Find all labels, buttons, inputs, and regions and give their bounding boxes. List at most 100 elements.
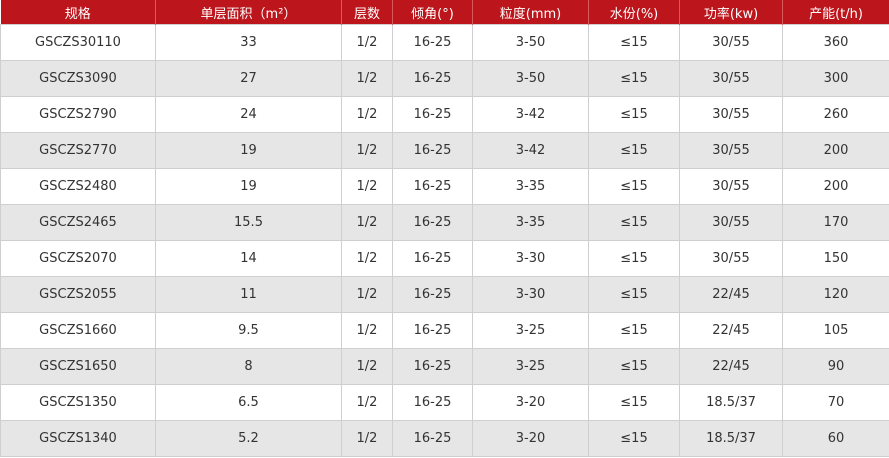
table-row: GSCZS1340 5.2 1/2 16-25 3-20 ≤15 18.5/37 60 <box>0 420 889 457</box>
cell-layers: 1/2 <box>341 96 393 133</box>
cell-layers: 1/2 <box>341 312 393 349</box>
cell-moisture: ≤15 <box>588 312 680 349</box>
cell-moisture: ≤15 <box>588 168 680 205</box>
table-row: GSCZS2055 11 1/2 16-25 3-30 ≤15 22/45 120 <box>0 276 889 313</box>
cell-capacity: 60 <box>782 420 889 457</box>
table-row: GSCZS30110 33 1/2 16-25 3-50 ≤15 30/55 360 <box>0 24 889 61</box>
cell-layers: 1/2 <box>341 384 393 421</box>
cell-model: GSCZS2070 <box>0 240 156 277</box>
table-row: GSCZS1650 8 1/2 16-25 3-25 ≤15 22/45 90 <box>0 348 889 385</box>
cell-angle: 16-25 <box>392 204 473 241</box>
cell-moisture: ≤15 <box>588 276 680 313</box>
cell-moisture: ≤15 <box>588 348 680 385</box>
cell-layers: 1/2 <box>341 276 393 313</box>
cell-size: 3-35 <box>472 204 589 241</box>
header-model: 规格 <box>0 0 156 25</box>
table-row: GSCZS3090 27 1/2 16-25 3-50 ≤15 30/55 300 <box>0 60 889 97</box>
cell-model: GSCZS1350 <box>0 384 156 421</box>
cell-moisture: ≤15 <box>588 132 680 169</box>
cell-size: 3-50 <box>472 24 589 61</box>
cell-angle: 16-25 <box>392 60 473 97</box>
cell-size: 3-20 <box>472 384 589 421</box>
cell-area: 5.2 <box>155 420 342 457</box>
cell-angle: 16-25 <box>392 132 473 169</box>
table-row: GSCZS1350 6.5 1/2 16-25 3-20 ≤15 18.5/37 70 <box>0 384 889 421</box>
cell-layers: 1/2 <box>341 132 393 169</box>
cell-area: 15.5 <box>155 204 342 241</box>
cell-power: 30/55 <box>679 24 783 61</box>
cell-moisture: ≤15 <box>588 240 680 277</box>
cell-size: 3-35 <box>472 168 589 205</box>
cell-moisture: ≤15 <box>588 384 680 421</box>
cell-capacity: 300 <box>782 60 889 97</box>
cell-layers: 1/2 <box>341 168 393 205</box>
cell-model: GSCZS2055 <box>0 276 156 313</box>
cell-power: 30/55 <box>679 60 783 97</box>
cell-size: 3-25 <box>472 312 589 349</box>
cell-power: 30/55 <box>679 168 783 205</box>
cell-power: 22/45 <box>679 312 783 349</box>
cell-area: 14 <box>155 240 342 277</box>
cell-capacity: 120 <box>782 276 889 313</box>
cell-model: GSCZS1650 <box>0 348 156 385</box>
header-layers: 层数 <box>341 0 393 25</box>
cell-power: 22/45 <box>679 276 783 313</box>
table-row: GSCZS1660 9.5 1/2 16-25 3-25 ≤15 22/45 105 <box>0 312 889 349</box>
cell-model: GSCZS2480 <box>0 168 156 205</box>
cell-area: 19 <box>155 132 342 169</box>
cell-area: 11 <box>155 276 342 313</box>
cell-layers: 1/2 <box>341 240 393 277</box>
cell-capacity: 200 <box>782 168 889 205</box>
header-row: 规格 单层面积（m²） 层数 倾角(°) 粒度(mm) 水份(%) 功率(kw) 产能(t/h… <box>0 0 889 25</box>
cell-capacity: 150 <box>782 240 889 277</box>
header-angle: 倾角(°) <box>392 0 473 25</box>
header-area: 单层面积（m²） <box>155 0 342 25</box>
cell-power: 30/55 <box>679 204 783 241</box>
cell-model: GSCZS2770 <box>0 132 156 169</box>
cell-angle: 16-25 <box>392 312 473 349</box>
cell-layers: 1/2 <box>341 60 393 97</box>
cell-model: GSCZS2790 <box>0 96 156 133</box>
cell-moisture: ≤15 <box>588 204 680 241</box>
cell-power: 18.5/37 <box>679 384 783 421</box>
cell-power: 30/55 <box>679 96 783 133</box>
cell-layers: 1/2 <box>341 420 393 457</box>
cell-area: 8 <box>155 348 342 385</box>
cell-area: 19 <box>155 168 342 205</box>
cell-capacity: 170 <box>782 204 889 241</box>
cell-capacity: 360 <box>782 24 889 61</box>
cell-size: 3-30 <box>472 276 589 313</box>
cell-moisture: ≤15 <box>588 24 680 61</box>
cell-power: 22/45 <box>679 348 783 385</box>
cell-power: 30/55 <box>679 132 783 169</box>
cell-capacity: 90 <box>782 348 889 385</box>
cell-area: 9.5 <box>155 312 342 349</box>
cell-moisture: ≤15 <box>588 420 680 457</box>
cell-moisture: ≤15 <box>588 60 680 97</box>
cell-size: 3-25 <box>472 348 589 385</box>
header-capacity: 产能(t/h) <box>782 0 889 25</box>
cell-angle: 16-25 <box>392 96 473 133</box>
cell-power: 30/55 <box>679 240 783 277</box>
cell-model: GSCZS1660 <box>0 312 156 349</box>
cell-model: GSCZS3090 <box>0 60 156 97</box>
cell-area: 27 <box>155 60 342 97</box>
cell-area: 6.5 <box>155 384 342 421</box>
cell-angle: 16-25 <box>392 384 473 421</box>
cell-size: 3-30 <box>472 240 589 277</box>
cell-angle: 16-25 <box>392 348 473 385</box>
cell-model: GSCZS2465 <box>0 204 156 241</box>
cell-angle: 16-25 <box>392 24 473 61</box>
cell-angle: 16-25 <box>392 168 473 205</box>
header-size: 粒度(mm) <box>472 0 589 25</box>
cell-angle: 16-25 <box>392 276 473 313</box>
cell-layers: 1/2 <box>341 348 393 385</box>
table-row: GSCZS2770 19 1/2 16-25 3-42 ≤15 30/55 200 <box>0 132 889 169</box>
cell-size: 3-50 <box>472 60 589 97</box>
table-row: GSCZS2480 19 1/2 16-25 3-35 ≤15 30/55 200 <box>0 168 889 205</box>
cell-capacity: 105 <box>782 312 889 349</box>
cell-size: 3-42 <box>472 96 589 133</box>
cell-angle: 16-25 <box>392 420 473 457</box>
cell-area: 33 <box>155 24 342 61</box>
